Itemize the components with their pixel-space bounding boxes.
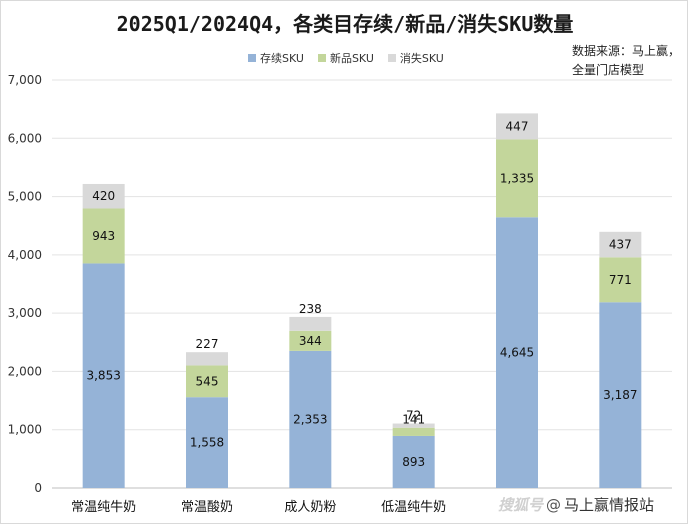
bar-segment: [82, 208, 125, 264]
y-tick-label: 3,000: [8, 306, 42, 320]
bar-segment: [392, 423, 435, 428]
x-category-label: 成人奶粉: [284, 500, 336, 515]
legend-item-new: 新品SKU: [317, 50, 374, 66]
data-label: 141: [402, 413, 425, 427]
legend-label-new: 新品SKU: [329, 52, 374, 65]
bar-segment: [392, 427, 435, 436]
legend-swatch-existing: [248, 54, 256, 62]
data-label: 227: [196, 337, 219, 351]
data-label: 1,558: [190, 436, 224, 450]
source-note: 数据来源：马上赢， 全量门店模型: [572, 42, 690, 80]
x-category-label: 常温纯牛奶: [71, 500, 136, 515]
data-label: 943: [92, 229, 115, 243]
y-tick-label: 7,000: [8, 73, 42, 87]
bar-segment: [599, 257, 642, 303]
data-label: 344: [299, 334, 322, 348]
data-label: 3,187: [603, 388, 637, 402]
legend-swatch-new: [317, 54, 326, 62]
legend-label-lost: 消失SKU: [399, 52, 444, 65]
data-label: 447: [506, 119, 529, 133]
bar-segment: [496, 139, 538, 218]
watermark-at: @: [546, 495, 562, 514]
data-label: 4,645: [500, 346, 534, 360]
legend-label-existing: 存续SKU: [260, 52, 304, 65]
data-label: 2,353: [293, 412, 327, 426]
bar-segment: [289, 316, 332, 331]
y-tick-label: 0: [34, 481, 42, 495]
bar-segment: [186, 397, 228, 488]
bar-segment: [599, 302, 642, 488]
data-label: 771: [609, 273, 632, 287]
data-label: 1,335: [500, 171, 534, 185]
y-tick-label: 6,000: [8, 131, 42, 145]
bar-segment: [599, 231, 642, 258]
watermark: 搜狐号 @ 马上赢情报站: [498, 494, 654, 515]
watermark-name: 马上赢情报站: [564, 496, 655, 514]
x-category-label: 常温酸奶: [181, 500, 233, 515]
chart-title: 2025Q1/2024Q4，各类目存续/新品/消失SKU数量: [116, 12, 574, 36]
data-label: 437: [609, 238, 632, 252]
legend-swatch-lost: [387, 54, 396, 62]
bar-segment: [186, 365, 228, 398]
y-tick-label: 4,000: [8, 248, 42, 262]
data-label: 893: [402, 455, 425, 469]
bar-segment: [496, 217, 538, 488]
bar-segment: [186, 352, 228, 366]
source-note-line-1: 数据来源：马上赢，: [572, 44, 681, 58]
bar-segment: [392, 435, 435, 488]
data-label: 3,853: [86, 369, 120, 383]
data-label: 72: [406, 409, 421, 423]
watermark-brand: 搜狐号: [498, 496, 544, 514]
y-tick-label: 5,000: [8, 190, 42, 204]
bar-segment: [82, 263, 125, 488]
data-label: 238: [299, 302, 322, 316]
data-label: 545: [196, 374, 219, 388]
bar-segment: [289, 350, 332, 488]
legend: 存续SKU 新品SKU 消失SKU: [248, 50, 444, 66]
y-tick-label: 2,000: [8, 364, 42, 378]
bar-segment: [496, 113, 538, 140]
source-note-line-2: 全量门店模型: [572, 63, 645, 77]
legend-item-existing: 存续SKU: [248, 50, 304, 66]
bar-segment: [289, 330, 332, 351]
bar-segment: [82, 183, 125, 209]
y-tick-label: 1,000: [8, 423, 42, 437]
x-category-label: 低温纯牛奶: [381, 500, 446, 515]
data-label: 420: [92, 189, 115, 203]
legend-item-lost: 消失SKU: [387, 50, 444, 66]
